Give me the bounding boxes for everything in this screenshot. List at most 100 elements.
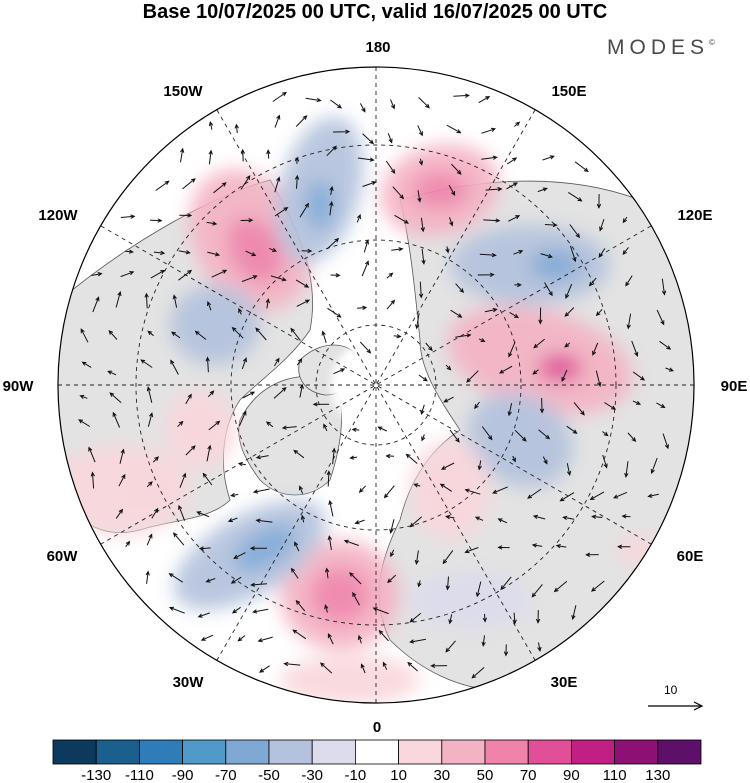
anomaly-field: [58, 116, 665, 703]
wind-vector-arrow: [241, 275, 258, 283]
label-180: 180: [365, 39, 390, 56]
wind-vector-arrow: [446, 124, 462, 134]
wind-vector-arrow: [120, 214, 136, 219]
wind-vector-arrow: [656, 402, 666, 408]
latitude-circle: [230, 239, 522, 531]
wind-vector-arrow: [155, 180, 170, 191]
wind-vector-arrow: [484, 307, 498, 313]
wind-vector-arrow: [330, 273, 341, 278]
wind-vector-arrow: [300, 514, 306, 523]
label-90w: 90W: [3, 378, 35, 395]
wind-vector-arrow: [514, 282, 522, 288]
wind-vector-arrow: [418, 374, 428, 382]
wind-vector-arrow: [79, 394, 88, 399]
map-title: Base 10/07/2025 00 UTC, valid 16/07/2025…: [142, 1, 608, 23]
wind-vector-arrow: [532, 514, 546, 520]
wind-vector-arrow: [569, 245, 577, 263]
wind-vector-arrow: [445, 364, 452, 371]
wind-vector-arrow: [147, 330, 154, 337]
wind-vector-arrow: [624, 461, 629, 478]
wind-vector-arrow: [631, 340, 639, 357]
wind-vector-arrow: [527, 488, 542, 499]
wind-vector-arrow: [506, 157, 518, 165]
wind-vector-arrow: [326, 470, 331, 487]
wind-vector-arrow: [450, 309, 463, 318]
wind-vector-arrow: [382, 661, 388, 670]
wind-vector-arrow: [659, 340, 672, 350]
wind-vector-arrow: [479, 252, 497, 258]
wind-vector-arrow: [449, 217, 454, 227]
wind-vector-arrow: [295, 599, 306, 612]
wind-vector-arrow: [182, 178, 196, 190]
wind-vector-arrow: [255, 327, 267, 341]
wind-vector-arrow: [650, 457, 658, 475]
label-60e: 60E: [677, 548, 704, 565]
wind-vector-arrow: [358, 485, 367, 493]
wind-vector-arrow: [383, 485, 395, 499]
wind-vector-arrow: [430, 663, 448, 669]
wind-vector-arrow: [378, 629, 389, 642]
wind-vector-arrow: [477, 272, 495, 277]
wind-vector-arrow: [506, 182, 518, 190]
wind-vector-arrow: [207, 390, 215, 398]
wind-vector-arrow: [145, 570, 150, 584]
wind-vector-arrow: [294, 541, 300, 552]
wind-vector-arrow: [420, 217, 425, 233]
wind-vector-arrow: [266, 149, 271, 159]
reference-arrow-head: [693, 701, 704, 711]
wind-vector-arrow: [417, 190, 422, 203]
wind-vector-arrow: [109, 392, 122, 403]
wind-vector-arrow: [144, 292, 149, 309]
wind-vector-arrow: [324, 604, 329, 613]
wind-vector-arrow: [483, 218, 501, 223]
meridian-line: [100, 225, 652, 545]
wind-vector-arrow: [455, 333, 472, 338]
label-0: 0: [373, 719, 381, 736]
wind-vector-arrow: [118, 473, 126, 487]
wind-vector-arrow: [394, 214, 409, 224]
wind-vector-arrow: [296, 358, 303, 366]
wind-vector-arrow: [90, 471, 95, 489]
wind-vector-arrow: [274, 176, 281, 193]
wind-vector-arrow: [533, 338, 546, 349]
wind-vector-arrow: [152, 456, 160, 463]
wind-vector-arrow: [351, 427, 360, 432]
wind-vector-arrow: [293, 449, 305, 459]
wind-vector-arrow: [466, 370, 479, 383]
wind-vector-arrow: [485, 186, 503, 192]
wind-vector-arrow: [202, 472, 213, 486]
wind-vector-arrow: [409, 638, 426, 644]
wind-vector-arrow: [569, 224, 580, 239]
wind-vector-arrow: [455, 283, 465, 294]
wind-vector-arrow: [568, 191, 583, 202]
wind-vector-arrow: [632, 371, 646, 381]
wind-vector-arrow: [146, 481, 153, 488]
wind-vector-arrow: [153, 250, 166, 256]
wind-vector-arrow: [386, 299, 396, 310]
wind-vector-arrow: [413, 483, 421, 488]
wind-vector-arrow: [231, 606, 241, 614]
wind-vector-arrow: [274, 114, 281, 128]
label-120w: 120W: [38, 207, 78, 224]
anomaly-positive-core: [412, 172, 468, 208]
wind-vector-arrow: [448, 184, 456, 197]
wind-vector-arrow: [453, 93, 470, 98]
wind-vector-arrow: [265, 298, 270, 309]
wind-vector-arrow: [632, 400, 642, 405]
wind-vector-arrow: [252, 608, 269, 614]
wind-vector-arrow: [296, 299, 311, 307]
wind-vector-arrow: [208, 120, 214, 130]
wind-vector-arrow: [147, 412, 154, 427]
wind-vector-arrow: [185, 445, 196, 456]
wind-vector-arrow: [206, 444, 212, 462]
wind-vector-arrow: [497, 518, 508, 524]
reference-vector-label: 10: [664, 683, 678, 697]
wind-vector-arrow: [150, 269, 166, 279]
wind-vector-arrow: [566, 425, 578, 434]
wind-vector-arrow: [238, 410, 247, 427]
wind-vector-arrow: [511, 455, 516, 463]
wind-vector-arrow: [305, 97, 322, 103]
wind-vector-arrow: [540, 253, 553, 259]
anomaly-negative-core: [305, 180, 335, 230]
wind-vector-arrow: [440, 462, 455, 470]
